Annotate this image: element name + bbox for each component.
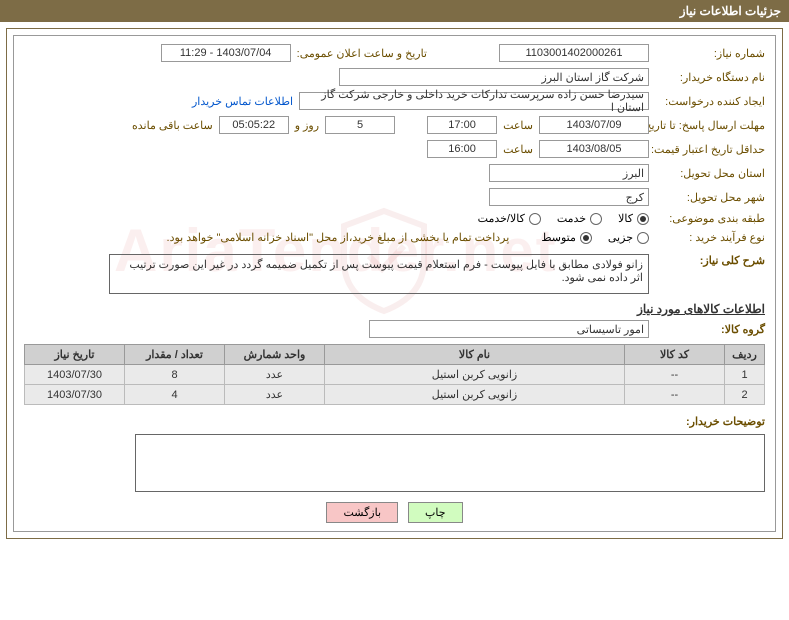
radio-service-label: خدمت (557, 212, 586, 225)
radio-minor-label: جزیی (608, 231, 633, 244)
radio-icon (580, 232, 592, 244)
announce-field: 1403/07/04 - 11:29 (161, 44, 291, 62)
cell-row: 2 (725, 385, 765, 405)
radio-both[interactable]: کالا/خدمت (478, 212, 541, 225)
deadline-time-field: 17:00 (427, 116, 497, 134)
radio-both-label: کالا/خدمت (478, 212, 525, 225)
deadline-label: مهلت ارسال پاسخ: تا تاریخ: (655, 119, 765, 132)
cell-name: زانویی کربن استیل (325, 385, 625, 405)
time-label-2: ساعت (503, 143, 533, 156)
radio-icon (590, 213, 602, 225)
announce-label: تاریخ و ساعت اعلان عمومی: (297, 47, 427, 60)
remaining-label: ساعت باقی مانده (132, 119, 213, 132)
th-code: کد کالا (625, 345, 725, 365)
validity-time-field: 16:00 (427, 140, 497, 158)
table-row: 2 -- زانویی کربن استیل عدد 4 1403/07/30 (25, 385, 765, 405)
days-remaining-field: 5 (325, 116, 395, 134)
cell-qty: 8 (125, 365, 225, 385)
city-label: شهر محل تحویل: (655, 191, 765, 204)
desc-textarea[interactable]: زانو فولادی مطابق با فایل پیوست - فرم اس… (109, 254, 649, 294)
radio-goods[interactable]: کالا (618, 212, 649, 225)
back-button[interactable]: بازگشت (326, 502, 398, 523)
table-row: 1 -- زانویی کربن استیل عدد 8 1403/07/30 (25, 365, 765, 385)
payment-notice: پرداخت تمام یا بخشی از مبلغ خرید،از محل … (167, 231, 510, 244)
buyer-notes-textarea[interactable] (135, 434, 765, 492)
th-qty: تعداد / مقدار (125, 345, 225, 365)
validity-label: حداقل تاریخ اعتبار قیمت: تا تاریخ: (655, 143, 765, 156)
th-date: تاریخ نیاز (25, 345, 125, 365)
print-button[interactable]: چاپ (408, 502, 463, 523)
cell-unit: عدد (225, 385, 325, 405)
cell-code: -- (625, 365, 725, 385)
cell-date: 1403/07/30 (25, 385, 125, 405)
buyer-org-field: شرکت گاز استان البرز (339, 68, 649, 86)
radio-medium-label: متوسط (541, 231, 576, 244)
cell-name: زانویی کربن استیل (325, 365, 625, 385)
time-label-1: ساعت (503, 119, 533, 132)
buyer-org-label: نام دستگاه خریدار: (655, 71, 765, 84)
outer-frame: AriaTender.net شماره نیاز: 1103001402000… (6, 28, 783, 539)
cell-date: 1403/07/30 (25, 365, 125, 385)
inner-frame: AriaTender.net شماره نیاز: 1103001402000… (13, 35, 776, 532)
radio-icon (529, 213, 541, 225)
requester-label: ایجاد کننده درخواست: (655, 95, 765, 108)
process-label: نوع فرآیند خرید : (655, 231, 765, 244)
province-field: البرز (489, 164, 649, 182)
city-field: کرج (489, 188, 649, 206)
requester-field: سیدرضا حسن زاده سرپرست تدارکات خرید داخل… (299, 92, 649, 110)
th-unit: واحد شمارش (225, 345, 325, 365)
remaining-time-field: 05:05:22 (219, 116, 289, 134)
category-label: طبقه بندی موضوعی: (655, 212, 765, 225)
desc-label: شرح کلی نیاز: (655, 254, 765, 267)
title-bar: جزئیات اطلاعات نیاز (0, 0, 789, 22)
cell-qty: 4 (125, 385, 225, 405)
th-name: نام کالا (325, 345, 625, 365)
deadline-date-field: 1403/07/09 (539, 116, 649, 134)
items-table: ردیف کد کالا نام کالا واحد شمارش تعداد /… (24, 344, 765, 405)
radio-goods-label: کالا (618, 212, 633, 225)
cell-row: 1 (725, 365, 765, 385)
cell-code: -- (625, 385, 725, 405)
days-label: روز و (295, 119, 319, 132)
radio-icon (637, 213, 649, 225)
items-section-title: اطلاعات کالاهای مورد نیاز (24, 302, 765, 316)
radio-service[interactable]: خدمت (557, 212, 602, 225)
validity-date-field: 1403/08/05 (539, 140, 649, 158)
th-row: ردیف (725, 345, 765, 365)
radio-medium[interactable]: متوسط (541, 231, 592, 244)
group-field: امور تاسیساتی (369, 320, 649, 338)
need-no-label: شماره نیاز: (655, 47, 765, 60)
need-no-field: 1103001402000261 (499, 44, 649, 62)
radio-icon (637, 232, 649, 244)
group-label: گروه کالا: (655, 323, 765, 336)
radio-minor[interactable]: جزیی (608, 231, 649, 244)
contact-link[interactable]: اطلاعات تماس خریدار (192, 95, 293, 108)
province-label: استان محل تحویل: (655, 167, 765, 180)
cell-unit: عدد (225, 365, 325, 385)
buyer-notes-label: توضیحات خریدار: (655, 415, 765, 428)
